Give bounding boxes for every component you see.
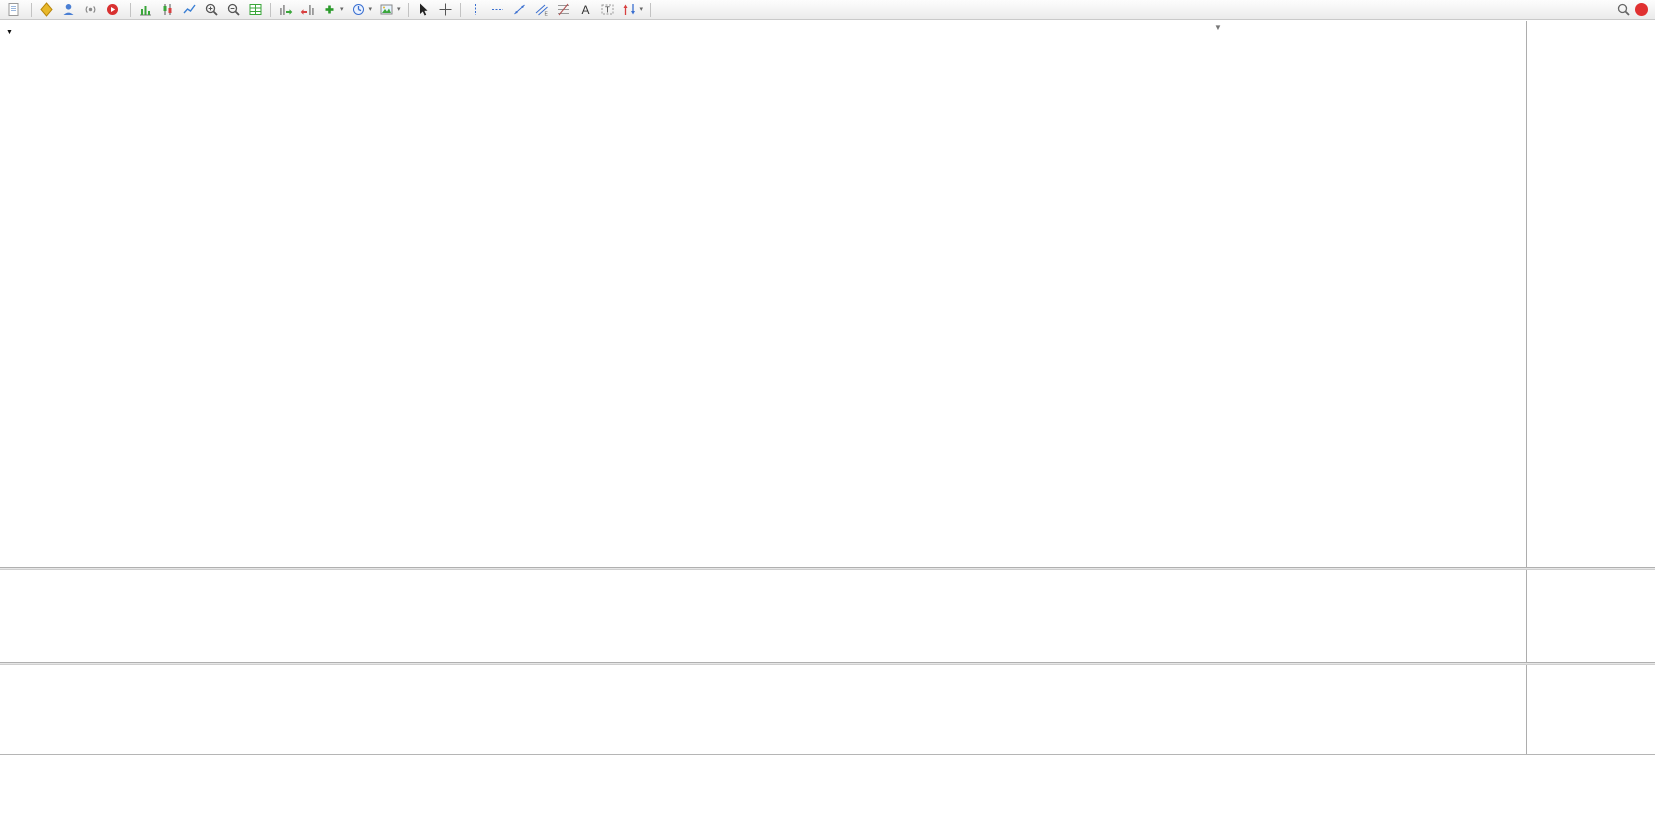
chevron-down-icon: ▾	[340, 6, 344, 13]
chevron-down-icon: ▾	[368, 6, 373, 13]
data-grid-icon	[248, 2, 263, 17]
bar-chart-button[interactable]	[135, 1, 156, 18]
clock-icon	[351, 2, 366, 17]
line-chart-icon	[182, 2, 197, 17]
crosshair-icon	[438, 2, 453, 17]
horizontal-line-button[interactable]	[487, 1, 508, 18]
chevron-down-icon: ▾	[397, 6, 401, 13]
horizontal-line-icon	[490, 2, 505, 17]
trendline-button[interactable]	[509, 1, 530, 18]
new-order-button[interactable]	[3, 1, 27, 18]
indicators-button[interactable]: ▾	[319, 1, 347, 18]
text-icon: A	[578, 2, 593, 17]
toolbar-separator	[459, 2, 461, 17]
crosshair-button[interactable]	[435, 1, 456, 18]
zoom-in-button[interactable]	[201, 1, 222, 18]
template-image-icon	[379, 2, 394, 17]
signals-button[interactable]	[80, 1, 101, 18]
price-chart[interactable]	[0, 22, 1526, 567]
toolbar-separator	[407, 2, 409, 17]
search-button[interactable]	[1613, 1, 1634, 18]
vertical-line-icon	[468, 2, 483, 17]
candlestick-chart-icon	[160, 2, 175, 17]
macd-panel-chart[interactable]	[0, 570, 1526, 662]
profile-button[interactable]	[58, 1, 79, 18]
notification-badge[interactable]	[1635, 3, 1648, 16]
chart-shift-icon	[300, 2, 315, 17]
bar-chart-icon	[138, 2, 153, 17]
equidistant-channel-icon: E	[534, 2, 549, 17]
templates-button[interactable]: ▾	[376, 1, 404, 18]
macd-axis[interactable]	[1527, 570, 1655, 662]
vertical-line-button[interactable]	[465, 1, 486, 18]
cursor-icon	[416, 2, 431, 17]
fibonacci-icon	[556, 2, 571, 17]
toolbar-separator	[650, 2, 652, 17]
svg-text:E: E	[544, 12, 548, 18]
time-axis-border	[0, 754, 1655, 755]
autoscroll-button[interactable]	[275, 1, 296, 18]
new-order-icon	[6, 2, 21, 17]
chart-shift-marker[interactable]: ▼	[1214, 23, 1222, 32]
candlestick-chart-button[interactable]	[157, 1, 178, 18]
autoscroll-icon	[278, 2, 293, 17]
gold-badge-icon	[39, 2, 54, 17]
rsi-panel-chart[interactable]	[0, 665, 1526, 755]
profile-icon	[61, 2, 76, 17]
toolbar-separator	[130, 2, 131, 17]
svg-text:T: T	[605, 6, 610, 15]
chart-title: ▼	[6, 26, 22, 38]
trendline-icon	[512, 2, 527, 17]
toolbar-separator	[31, 2, 32, 17]
panel-divider[interactable]	[0, 662, 1655, 665]
autotrading-button[interactable]	[102, 1, 126, 18]
main-toolbar: ▾ ▾ ▾ E A	[0, 0, 1655, 20]
periods-button[interactable]: ▾	[348, 1, 376, 18]
gold-badge-button[interactable]	[36, 1, 57, 18]
line-chart-button[interactable]	[179, 1, 200, 18]
arrows-button[interactable]: ▾	[619, 1, 647, 18]
label-button[interactable]: T	[597, 1, 618, 18]
svg-text:A: A	[581, 3, 589, 17]
channel-button[interactable]: E	[531, 1, 552, 18]
data-grid-button[interactable]	[245, 1, 266, 18]
chart-shift-button[interactable]	[297, 1, 318, 18]
zoom-out-button[interactable]	[223, 1, 244, 18]
toolbar-separator	[270, 2, 271, 17]
rsi-axis[interactable]	[1527, 665, 1655, 755]
one-click-toggle-icon[interactable]: ▼	[6, 29, 13, 36]
chevron-down-icon: ▾	[639, 6, 644, 13]
search-icon	[1616, 2, 1631, 17]
panel-divider[interactable]	[0, 567, 1655, 570]
time-axis[interactable]	[0, 755, 1655, 777]
zoom-in-icon	[204, 2, 219, 17]
price-axis-border	[1526, 21, 1527, 755]
price-axis[interactable]	[1527, 22, 1655, 567]
fibonacci-button[interactable]	[553, 1, 574, 18]
text-button[interactable]: A	[575, 1, 596, 18]
add-indicator-icon	[322, 2, 337, 17]
signals-icon	[83, 2, 98, 17]
arrows-icon	[622, 2, 637, 17]
autotrading-icon	[105, 2, 120, 17]
cursor-button[interactable]	[413, 1, 434, 18]
zoom-out-icon	[226, 2, 241, 17]
text-label-icon: T	[600, 2, 615, 17]
